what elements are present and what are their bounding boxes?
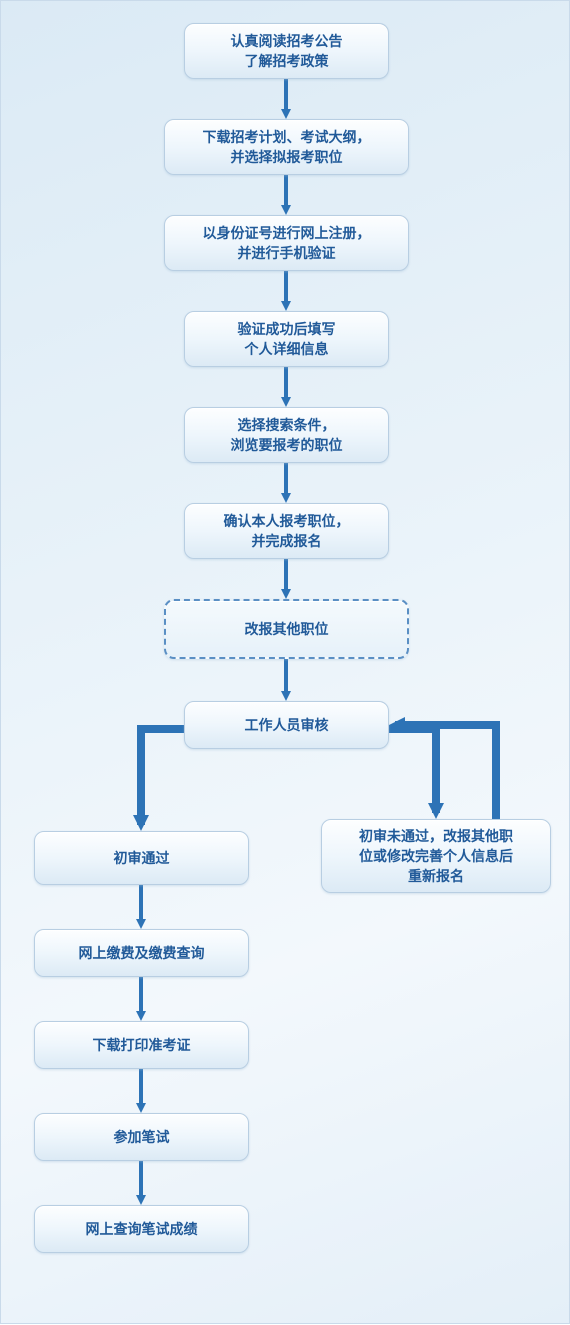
flow-node-label: 改报其他职位 bbox=[245, 619, 329, 639]
flow-node-n4: 验证成功后填写 个人详细信息 bbox=[184, 311, 389, 367]
flow-node-label: 下载打印准考证 bbox=[93, 1035, 191, 1055]
flow-node-label: 选择搜索条件， 浏览要报考的职位 bbox=[231, 415, 343, 456]
flow-node-label: 网上查询笔试成绩 bbox=[86, 1219, 198, 1239]
flow-node-n3: 以身份证号进行网上注册， 并进行手机验证 bbox=[164, 215, 409, 271]
flowchart-canvas: 认真阅读招考公告 了解招考政策下载招考计划、考试大纲， 并选择拟报考职位以身份证… bbox=[0, 0, 570, 1324]
flow-node-n10: 初审未通过，改报其他职 位或修改完善个人信息后 重新报名 bbox=[321, 819, 551, 893]
flow-node-n13: 参加笔试 bbox=[34, 1113, 249, 1161]
flow-node-n14: 网上查询笔试成绩 bbox=[34, 1205, 249, 1253]
flow-node-label: 网上缴费及缴费查询 bbox=[79, 943, 205, 963]
flow-node-label: 以身份证号进行网上注册， 并进行手机验证 bbox=[203, 223, 371, 264]
flow-node-label: 下载招考计划、考试大纲， 并选择拟报考职位 bbox=[203, 127, 371, 168]
flow-node-n6: 确认本人报考职位， 并完成报名 bbox=[184, 503, 389, 559]
flow-node-label: 初审未通过，改报其他职 位或修改完善个人信息后 重新报名 bbox=[359, 826, 513, 887]
flow-node-label: 参加笔试 bbox=[114, 1127, 170, 1147]
flow-node-n8: 工作人员审核 bbox=[184, 701, 389, 749]
flow-node-n9: 初审通过 bbox=[34, 831, 249, 885]
flow-node-n12: 下载打印准考证 bbox=[34, 1021, 249, 1069]
flow-node-label: 认真阅读招考公告 了解招考政策 bbox=[231, 31, 343, 72]
flow-node-label: 工作人员审核 bbox=[245, 715, 329, 735]
flow-node-n5: 选择搜索条件， 浏览要报考的职位 bbox=[184, 407, 389, 463]
flow-node-label: 验证成功后填写 个人详细信息 bbox=[238, 319, 336, 360]
flow-node-n7: 改报其他职位 bbox=[164, 599, 409, 659]
flow-node-label: 初审通过 bbox=[114, 848, 170, 868]
flow-node-n1: 认真阅读招考公告 了解招考政策 bbox=[184, 23, 389, 79]
flow-node-n11: 网上缴费及缴费查询 bbox=[34, 929, 249, 977]
flow-node-label: 确认本人报考职位， 并完成报名 bbox=[224, 511, 350, 552]
flow-node-n2: 下载招考计划、考试大纲， 并选择拟报考职位 bbox=[164, 119, 409, 175]
